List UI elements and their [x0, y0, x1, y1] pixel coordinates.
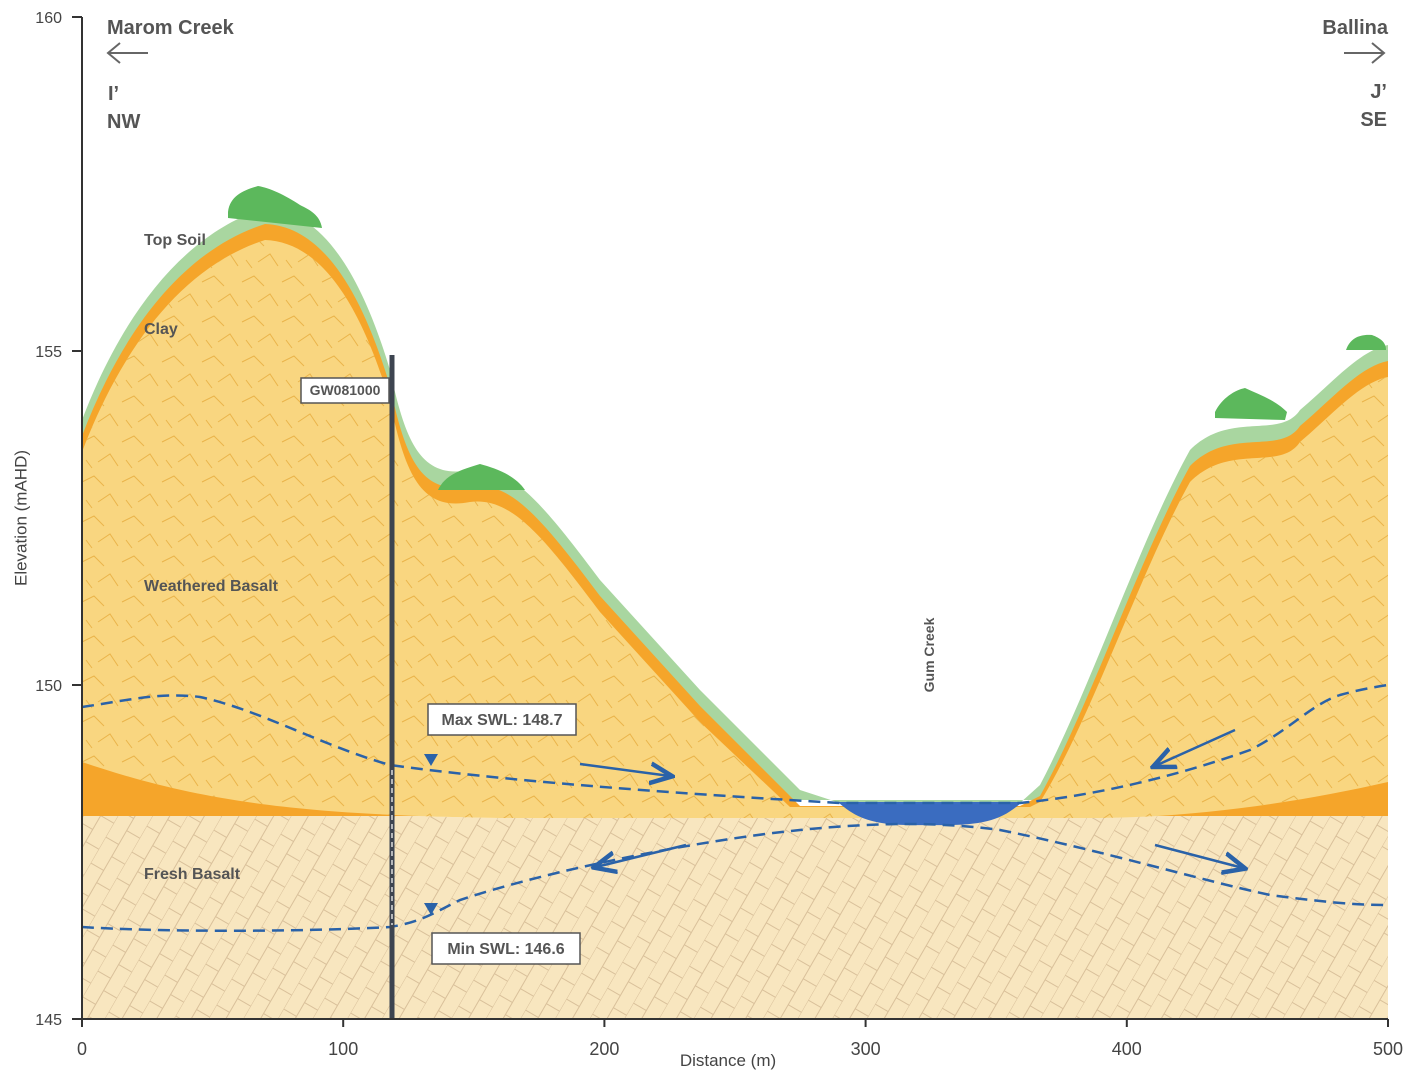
right-place: Ballina: [1322, 17, 1388, 39]
y-tick-label: 160: [35, 10, 62, 27]
bore-label: GW081000: [310, 382, 381, 398]
left-place: Marom Creek: [107, 17, 235, 39]
max-swl-box: [427, 703, 577, 736]
min-swl-line: [81, 822, 1389, 932]
right-arrow: [1344, 42, 1386, 64]
x-tick-label: 300: [851, 1039, 881, 1059]
x-tick-label: 0: [77, 1039, 87, 1059]
y-tick-label: 145: [35, 1012, 62, 1029]
left-bearing: NW: [107, 111, 140, 133]
right-bearing: SE: [1360, 109, 1387, 131]
left-arrow: [106, 42, 148, 64]
y-tick-label: 155: [35, 344, 62, 361]
x-axis-title: Distance (m): [680, 1051, 776, 1070]
x-tick-label: 100: [328, 1039, 358, 1059]
flow-arrow: [579, 764, 670, 776]
creek-label: Gum Creek: [921, 617, 937, 692]
y-tick-label: 150: [35, 678, 62, 695]
layer-label: Weathered Basalt: [144, 578, 279, 595]
layer-label: Fresh Basalt: [144, 866, 241, 883]
y-axis-title: Elevation (mAHD): [11, 450, 30, 586]
flow-arrow: [1154, 843, 1243, 868]
x-tick-label: 400: [1112, 1039, 1142, 1059]
flow-arrow: [1155, 728, 1236, 766]
min-swl-label: Min SWL: 146.6: [447, 941, 564, 958]
min-swl-box: [431, 932, 581, 965]
creek-water: [838, 802, 1022, 826]
right-section: J’: [1370, 81, 1387, 103]
left-section: I’: [108, 83, 119, 105]
weathered-texture: [82, 240, 1388, 818]
fresh-basalt-texture: [82, 762, 1388, 1019]
max-swl-line: [81, 683, 1389, 805]
water-level-marker: [424, 903, 438, 915]
layers: [82, 186, 1388, 1019]
x-tick-label: 500: [1373, 1039, 1403, 1059]
flow-arrow: [596, 843, 687, 867]
layer-label: Clay: [144, 321, 178, 338]
max-swl-label: Max SWL: 148.7: [442, 712, 563, 729]
axes: 0 100 200 300 400 500 145 150 155 160: [35, 10, 1403, 1059]
layer-label: Top Soil: [144, 232, 206, 249]
trees: [228, 186, 1386, 490]
water-level-marker: [424, 754, 438, 766]
x-tick-label: 200: [589, 1039, 619, 1059]
bore-label-box: [300, 377, 390, 404]
